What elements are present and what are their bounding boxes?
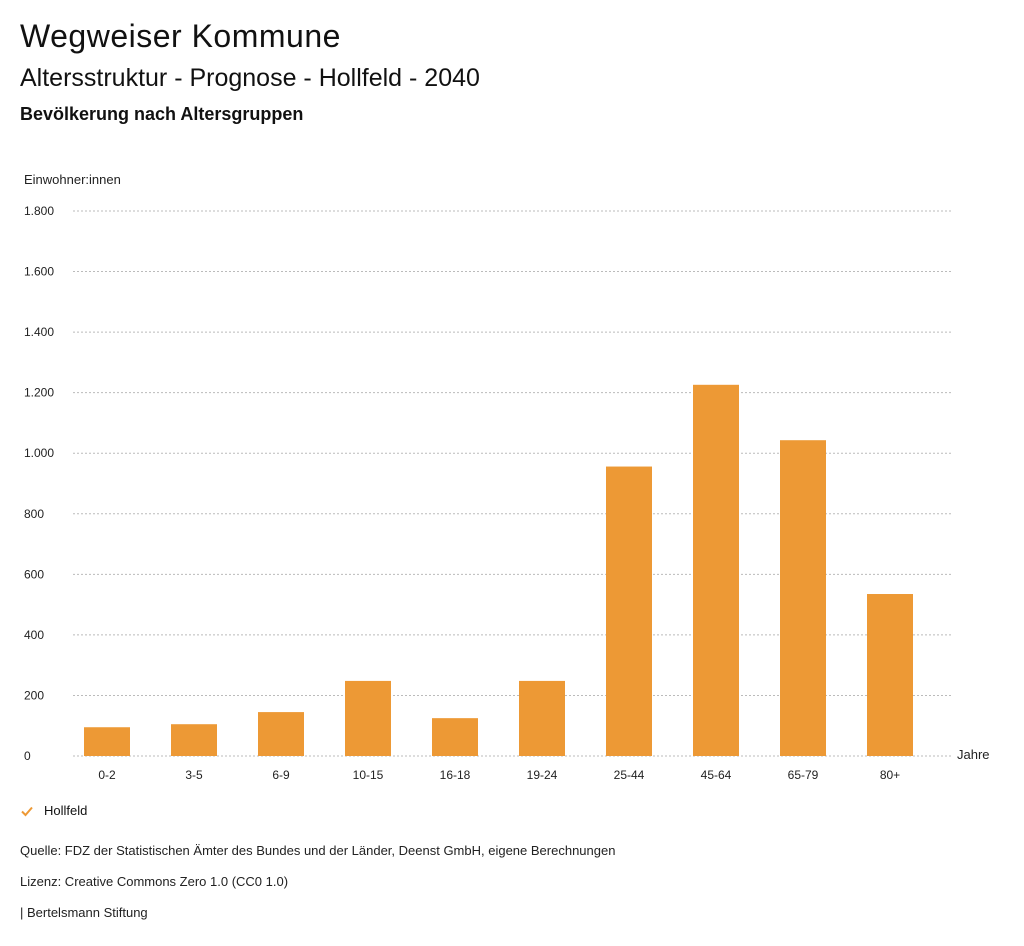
y-tick-label: 1.800 xyxy=(24,204,54,218)
y-tick-label: 400 xyxy=(24,628,44,642)
bar-chart: Einwohner:innen Jahre 0 200 400 600 800 1.000… xyxy=(24,172,990,782)
app-title: Wegweiser Kommune xyxy=(20,18,341,54)
chart-title: Altersstruktur - Prognose - Hollfeld - 2… xyxy=(20,64,480,92)
y-tick-label: 1.000 xyxy=(24,446,54,460)
bar[interactable] xyxy=(171,724,217,756)
x-tick-label: 65-79 xyxy=(788,768,819,782)
y-tick-label: 600 xyxy=(24,567,44,581)
y-tick-label: 200 xyxy=(24,688,44,702)
y-tick-label: 1.600 xyxy=(24,265,54,279)
license-note: Lizenz: Creative Commons Zero 1.0 (CC0 1… xyxy=(20,874,289,889)
source-note: Quelle: FDZ der Statistischen Ämter des … xyxy=(20,843,616,858)
bars xyxy=(84,384,913,756)
legend-label: Hollfeld xyxy=(44,803,88,818)
y-tick-label: 1.200 xyxy=(24,386,54,400)
bar[interactable] xyxy=(780,440,826,756)
x-tick-label: 10-15 xyxy=(353,768,384,782)
brand-note: | Bertelsmann Stiftung xyxy=(20,905,148,920)
bar[interactable] xyxy=(606,466,652,756)
y-tick-label: 1.400 xyxy=(24,325,54,339)
legend-item-hollfeld[interactable]: Hollfeld xyxy=(20,803,87,818)
y-tick-label: 800 xyxy=(24,507,44,521)
x-tick-label: 19-24 xyxy=(527,768,558,782)
bar[interactable] xyxy=(258,712,304,756)
bar[interactable] xyxy=(345,680,391,756)
checkmark-icon xyxy=(21,806,33,816)
bar[interactable] xyxy=(84,727,130,756)
x-tick-label: 6-9 xyxy=(272,768,290,782)
x-tick-label: 25-44 xyxy=(614,768,645,782)
bar[interactable] xyxy=(693,384,739,756)
y-axis-ticks: 0 200 400 600 800 1.000 1.200 1.400 1.600 1.800 xyxy=(24,204,54,763)
bar[interactable] xyxy=(519,680,565,756)
y-axis-label: Einwohner:innen xyxy=(24,172,121,187)
x-tick-label: 45-64 xyxy=(701,768,732,782)
y-tick-label: 0 xyxy=(24,749,31,763)
x-axis-ticks: 0-2 3-5 6-9 10-15 16-18 19-24 25-44 45-64 65-79 8… xyxy=(98,768,900,782)
x-tick-label: 16-18 xyxy=(440,768,471,782)
x-axis-label: Jahre xyxy=(957,747,990,762)
x-tick-label: 3-5 xyxy=(185,768,203,782)
x-tick-label: 80+ xyxy=(880,768,900,782)
x-tick-label: 0-2 xyxy=(98,768,116,782)
bar[interactable] xyxy=(432,718,478,756)
bar[interactable] xyxy=(867,594,913,756)
chart-subtitle: Bevölkerung nach Altersgruppen xyxy=(20,104,304,124)
